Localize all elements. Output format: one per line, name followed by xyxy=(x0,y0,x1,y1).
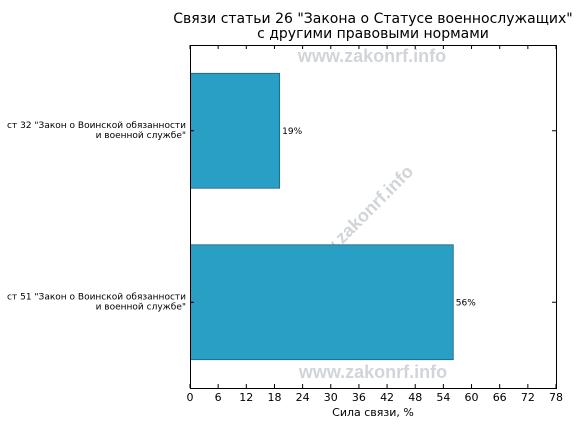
watermark: www.zakonrf.info xyxy=(298,362,447,382)
x-tick-label: 6 xyxy=(215,391,222,404)
category-label-line: ст 51 "Закон о Воинской обязанности xyxy=(7,292,186,302)
x-tick-label: 60 xyxy=(465,391,479,404)
x-tick-label: 36 xyxy=(352,391,366,404)
x-axis-label: Сила связи, % xyxy=(332,406,414,419)
x-tick-label: 66 xyxy=(493,391,507,404)
x-tick-label: 42 xyxy=(380,391,394,404)
bar xyxy=(190,244,454,361)
x-tick-label: 18 xyxy=(267,391,281,404)
x-tick-label: 72 xyxy=(521,391,535,404)
x-tick-label: 12 xyxy=(239,391,253,404)
category-label-line: и военной службе" xyxy=(96,302,186,312)
chart-title: Связи статьи 26 "Закона о Статусе военно… xyxy=(173,11,572,42)
bars: 19% 56% xyxy=(190,72,476,361)
category-label-line: и военной службе" xyxy=(96,131,186,141)
category-label-line: ст 32 "Закон о Воинской обязанности xyxy=(7,121,186,131)
x-tick-label: 30 xyxy=(324,391,338,404)
x-tick-label: 54 xyxy=(436,391,450,404)
bar-data-label: 19% xyxy=(282,127,302,137)
watermark-top: www.zakonrf.info xyxy=(297,46,446,66)
x-axis: 0 6 12 18 24 30 36 42 48 54 60 66 72 78 xyxy=(187,45,563,404)
bar xyxy=(190,72,281,189)
x-tick-label: 24 xyxy=(296,391,310,404)
x-tick-label: 48 xyxy=(408,391,422,404)
plot-area-frame xyxy=(190,45,557,389)
bar-data-label: 56% xyxy=(456,298,476,308)
x-tick-label: 78 xyxy=(549,391,563,404)
chart-title-line: с другими правовыми нормами xyxy=(257,26,489,42)
x-tick-label: 0 xyxy=(187,391,194,404)
chart-title-line: Связи статьи 26 "Закона о Статусе военно… xyxy=(173,11,572,27)
